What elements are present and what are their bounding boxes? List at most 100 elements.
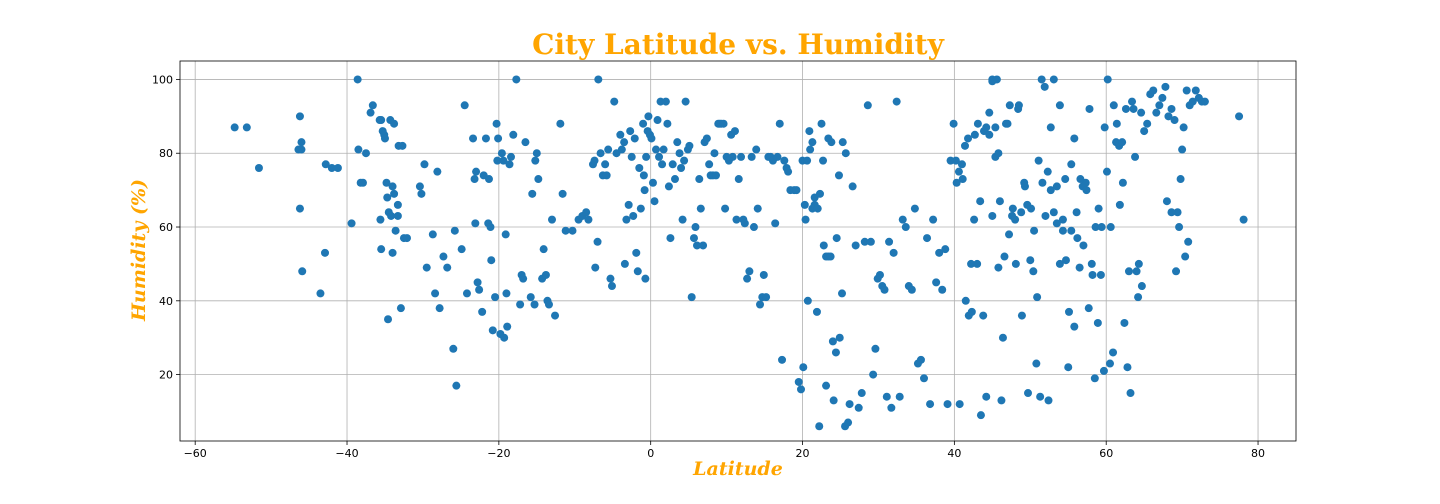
data-point xyxy=(815,422,824,431)
data-point xyxy=(961,296,970,305)
data-point xyxy=(620,259,629,268)
data-point xyxy=(1106,359,1114,368)
data-point xyxy=(1129,104,1138,113)
data-point xyxy=(633,267,642,276)
data-point xyxy=(526,293,535,302)
data-point xyxy=(1109,348,1118,357)
data-point xyxy=(629,211,638,220)
data-point xyxy=(819,241,828,250)
data-point xyxy=(970,130,979,139)
data-point xyxy=(450,226,459,235)
data-point xyxy=(1067,226,1076,235)
data-point xyxy=(531,156,540,165)
data-point xyxy=(1084,304,1093,313)
data-point xyxy=(964,134,973,143)
data-point xyxy=(462,289,471,298)
data-point xyxy=(871,344,880,353)
data-point xyxy=(1164,112,1173,121)
data-point xyxy=(1034,156,1043,165)
data-point xyxy=(452,381,461,390)
data-point xyxy=(808,138,817,147)
data-point xyxy=(699,241,708,250)
data-point xyxy=(778,355,787,364)
data-point xyxy=(541,270,550,279)
data-point xyxy=(1100,123,1109,132)
data-point xyxy=(1055,259,1064,268)
data-point xyxy=(242,123,251,132)
data-point xyxy=(838,138,847,147)
data-point xyxy=(431,289,440,298)
data-point xyxy=(976,411,985,420)
data-point xyxy=(1200,97,1209,106)
data-point xyxy=(1112,119,1121,128)
data-point xyxy=(1090,374,1099,383)
data-point xyxy=(1005,101,1014,110)
data-point xyxy=(857,389,866,398)
data-point xyxy=(831,348,840,357)
data-point xyxy=(1037,75,1046,84)
data-point xyxy=(1052,182,1061,191)
data-point xyxy=(443,263,452,272)
data-point xyxy=(393,200,402,209)
data-point xyxy=(1075,263,1084,272)
data-point xyxy=(640,186,649,195)
data-point xyxy=(655,152,664,161)
data-point xyxy=(539,245,548,254)
data-point xyxy=(663,119,672,128)
data-point xyxy=(1020,178,1029,187)
data-point xyxy=(844,418,853,427)
data-point xyxy=(1094,204,1103,213)
data-point xyxy=(749,223,758,232)
data-point xyxy=(1058,215,1067,224)
data-point xyxy=(658,160,667,169)
data-point xyxy=(1176,175,1185,184)
data-point xyxy=(298,267,307,276)
data-point xyxy=(973,119,982,128)
data-point xyxy=(512,75,521,84)
data-point xyxy=(627,152,636,161)
data-point xyxy=(1170,116,1179,125)
data-point xyxy=(1120,318,1129,327)
data-point xyxy=(803,156,812,165)
data-point xyxy=(995,197,1004,206)
data-point xyxy=(907,285,916,294)
data-point xyxy=(675,149,684,158)
data-point xyxy=(743,274,752,283)
data-point xyxy=(470,175,479,184)
data-point xyxy=(626,127,635,136)
data-point xyxy=(1064,363,1073,372)
y-tick-label: 40 xyxy=(159,295,173,308)
data-point xyxy=(635,163,644,172)
data-point xyxy=(473,278,482,287)
data-point xyxy=(396,304,405,313)
data-point xyxy=(752,145,761,154)
data-point xyxy=(641,274,650,283)
data-point xyxy=(889,248,898,257)
data-point xyxy=(387,211,396,220)
data-point xyxy=(1052,219,1061,228)
data-point xyxy=(1017,311,1026,320)
data-point xyxy=(1061,175,1070,184)
data-point xyxy=(321,248,330,257)
data-point xyxy=(673,138,682,147)
data-point xyxy=(1023,200,1032,209)
data-point xyxy=(1011,215,1020,224)
data-point xyxy=(838,289,847,298)
data-point xyxy=(693,241,702,250)
chart-title: City Latitude vs. Humidity xyxy=(532,28,944,61)
data-point xyxy=(885,237,894,246)
data-point xyxy=(388,248,397,257)
data-point xyxy=(532,149,541,158)
data-point xyxy=(832,234,841,243)
data-point xyxy=(1179,123,1188,132)
data-point xyxy=(728,152,737,161)
data-point xyxy=(556,119,565,128)
data-point xyxy=(1106,223,1115,232)
data-point xyxy=(1029,267,1038,276)
data-point xyxy=(1082,186,1091,195)
y-axis-label: Humidity (%) xyxy=(128,179,150,322)
data-point xyxy=(901,223,910,232)
data-point xyxy=(982,123,991,132)
data-point xyxy=(1030,226,1039,235)
data-point xyxy=(756,300,765,309)
